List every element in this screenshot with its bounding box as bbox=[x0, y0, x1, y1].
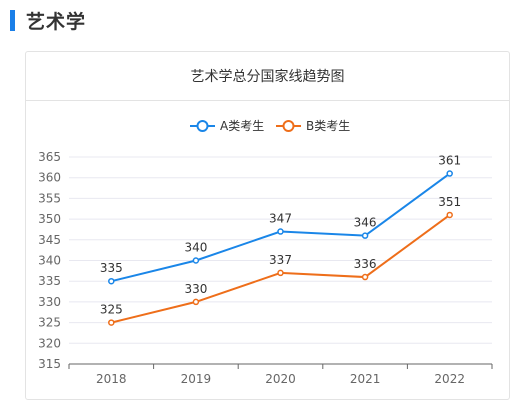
y-tick-label: 315 bbox=[38, 357, 61, 371]
data-point bbox=[108, 319, 115, 326]
y-tick-label: 330 bbox=[38, 295, 61, 309]
data-point bbox=[446, 170, 453, 177]
data-point bbox=[446, 211, 453, 219]
y-tick-label: 320 bbox=[38, 336, 61, 350]
data-point bbox=[277, 228, 284, 235]
y-tick-label: 365 bbox=[38, 150, 61, 164]
data-label: 337 bbox=[269, 253, 292, 267]
legend-marker bbox=[282, 120, 295, 132]
data-label: 335 bbox=[100, 261, 123, 275]
data-label: 361 bbox=[438, 154, 461, 168]
y-tick-label: 355 bbox=[38, 191, 61, 205]
data-label: 336 bbox=[354, 257, 377, 271]
y-tick-label: 345 bbox=[38, 233, 61, 247]
data-label: 325 bbox=[100, 303, 123, 317]
data-point bbox=[277, 269, 284, 277]
chart-card: 艺术学总分国家线趋势图 bbox=[25, 51, 510, 400]
legend-marker bbox=[196, 120, 209, 132]
data-point bbox=[192, 257, 200, 264]
x-tick-label: 2019 bbox=[181, 372, 212, 386]
chart-title: 艺术学总分国家线趋势图 bbox=[190, 69, 345, 85]
legend-label: B类考生 bbox=[306, 119, 350, 133]
x-tick-label: 2021 bbox=[350, 372, 381, 386]
data-label: 351 bbox=[438, 195, 461, 209]
section-title: 艺术学 bbox=[26, 10, 87, 33]
data-point bbox=[361, 273, 369, 281]
data-point bbox=[361, 232, 369, 239]
data-point bbox=[192, 298, 200, 306]
legend-label: A类考生 bbox=[220, 119, 264, 133]
y-tick-label: 325 bbox=[38, 316, 61, 330]
chart-header: 艺术学总分国家线趋势图 bbox=[26, 52, 509, 101]
y-tick-label: 335 bbox=[38, 274, 61, 288]
x-tick-label: 2020 bbox=[265, 372, 296, 386]
data-point bbox=[108, 277, 115, 285]
y-tick-label: 360 bbox=[38, 171, 61, 185]
data-label: 346 bbox=[354, 216, 377, 230]
data-label: 347 bbox=[269, 212, 292, 226]
y-tick-label: 350 bbox=[38, 212, 61, 226]
y-tick-label: 340 bbox=[38, 254, 61, 268]
data-label: 340 bbox=[184, 241, 207, 255]
x-tick-label: 2022 bbox=[434, 372, 465, 386]
x-tick-label: 2018 bbox=[96, 372, 127, 386]
section-accent-bar bbox=[10, 9, 15, 31]
data-label: 330 bbox=[184, 282, 207, 296]
section-header: 艺术学 bbox=[10, 9, 87, 33]
